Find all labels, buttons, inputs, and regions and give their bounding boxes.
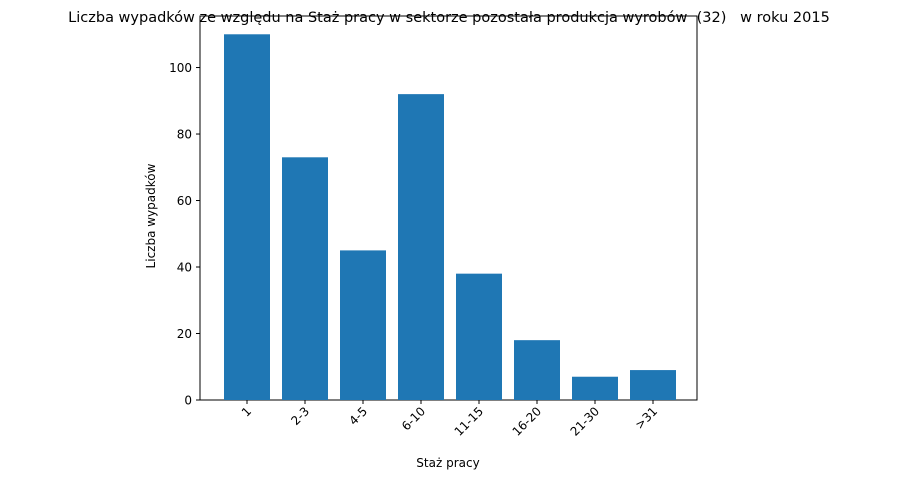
y-axis-label: Liczba wypadków — [144, 163, 158, 268]
x-axis: 1 2-3 4-5 6-10 11-15 16-20 21-30 >31 — [239, 400, 660, 439]
y-tick-label-4: 80 — [177, 128, 192, 142]
bar-4 — [456, 273, 502, 400]
bar-7 — [630, 370, 676, 400]
x-tick-label-0: 1 — [239, 404, 254, 419]
y-tick-label-1: 20 — [177, 327, 192, 341]
bar-5 — [514, 340, 560, 400]
bar-0 — [224, 34, 270, 401]
x-tick-label-6: 21-30 — [568, 404, 603, 439]
plot-area: 0 20 40 60 80 100 1 2-3 4-5 6-10 11-15 16-20 21-30 >… — [169, 15, 698, 439]
x-tick-label-3: 6-10 — [399, 404, 428, 433]
y-axis: 0 20 40 60 80 100 — [169, 61, 200, 408]
x-axis-label: Staż pracy — [416, 456, 479, 470]
x-tick-label-4: 11-15 — [452, 404, 487, 439]
y-tick-label-2: 40 — [177, 261, 192, 275]
x-tick-label-1: 2-3 — [288, 404, 312, 428]
bar-1 — [282, 157, 328, 400]
bars-group — [224, 34, 676, 401]
chart-title: Liczba wypadków ze względu na Staż pracy… — [68, 10, 830, 26]
x-tick-label-5: 16-20 — [510, 404, 545, 439]
y-tick-label-3: 60 — [177, 194, 192, 208]
y-tick-label-5: 100 — [169, 61, 192, 75]
plot-frame — [199, 15, 698, 401]
x-tick-label-2: 4-5 — [346, 404, 370, 428]
y-tick-label-0: 0 — [184, 394, 192, 408]
x-tick-label-7: >31 — [632, 404, 660, 432]
bar-6 — [572, 376, 618, 400]
bar-3 — [398, 94, 444, 400]
bar-2 — [340, 250, 386, 400]
